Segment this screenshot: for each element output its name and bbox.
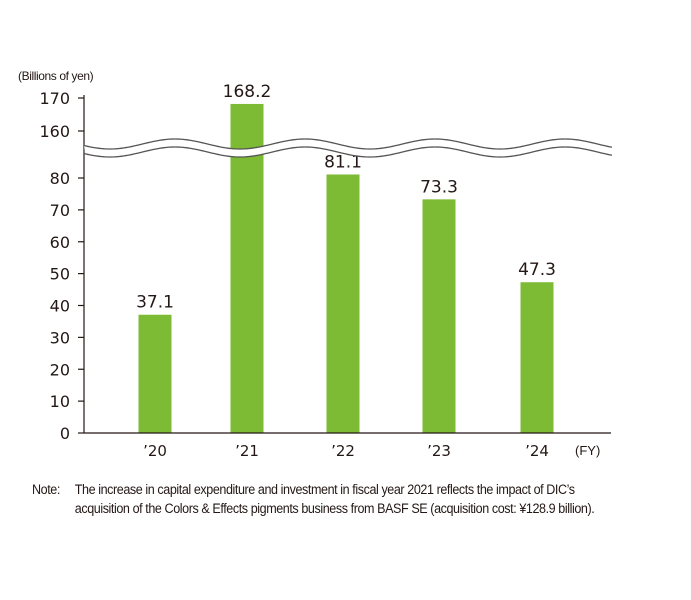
x-tick-label-2: ’22 — [331, 442, 355, 460]
y-tick-label-3: 30 — [50, 328, 70, 347]
x-axis-unit-label: (FY) — [575, 443, 600, 458]
y-tick-label-0: 0 — [60, 424, 70, 443]
data-label-1: 168.2 — [223, 82, 272, 102]
y-tick-label-2: 20 — [50, 360, 70, 379]
y-tick-label-9: 160 — [39, 122, 70, 141]
chart-note: Note: The increase in capital expenditure… — [32, 480, 595, 518]
bar-1 — [230, 103, 264, 433]
y-tick-label-4: 40 — [50, 297, 70, 316]
y-axis-unit-label: (Billions of yen) — [18, 69, 94, 83]
data-label-4: 47.3 — [518, 260, 556, 280]
note-line-1: The increase in capital expenditure and … — [74, 482, 575, 497]
y-tick-label-1: 10 — [50, 392, 70, 411]
x-tick-label-4: ’24 — [525, 442, 549, 460]
x-tick-label-0: ’20 — [143, 442, 167, 460]
axis-break-band — [84, 139, 613, 157]
axis-break-line-bottom — [83, 146, 613, 158]
note-line-2: acquisition of the Colors & Effects pigm… — [74, 501, 595, 516]
x-tick-label-3: ’23 — [427, 442, 451, 460]
x-tick-label-1: ’21 — [235, 442, 259, 460]
data-label-0: 37.1 — [136, 293, 174, 313]
axis-break-line-top — [83, 138, 613, 150]
data-label-3: 73.3 — [420, 177, 458, 197]
y-tick-label-6: 60 — [50, 233, 70, 252]
bar-0 — [138, 314, 172, 433]
bar-3 — [422, 199, 456, 433]
y-tick-label-5: 50 — [50, 265, 70, 284]
y-tick-label-10: 170 — [39, 89, 70, 108]
bar-2 — [326, 174, 360, 433]
data-label-2: 81.1 — [324, 152, 362, 172]
bar-4 — [520, 282, 554, 433]
note-label: Note: — [32, 482, 60, 497]
y-tick-label-7: 70 — [50, 201, 70, 220]
y-tick-label-8: 80 — [50, 169, 70, 188]
